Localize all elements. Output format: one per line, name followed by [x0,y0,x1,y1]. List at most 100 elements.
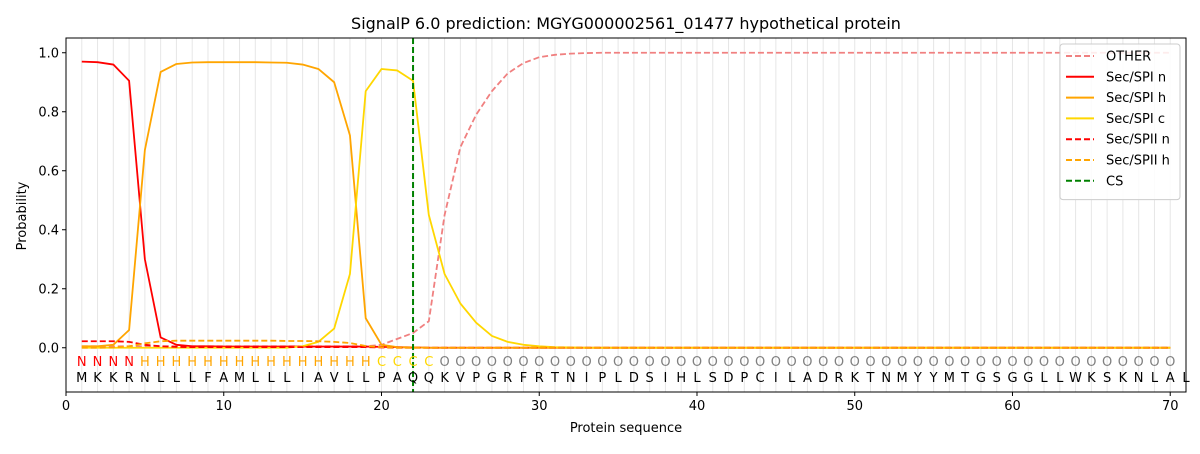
region-label: O [629,355,639,370]
region-label: O [566,355,576,370]
y-tick-label: 0.8 [38,105,59,120]
amino-acid: D [818,371,828,386]
region-label: O [818,355,828,370]
region-label: O [850,355,860,370]
amino-acid: W [1069,371,1082,386]
amino-acid: R [535,371,544,386]
region-label: H [203,355,213,370]
amino-acid: K [1119,371,1128,386]
legend: OTHER Sec/SPI n Sec/SPI h Sec/SPI c Sec/SPII… [1059,43,1181,201]
amino-acid: C [756,371,765,386]
x-tick-label: 70 [1162,399,1179,414]
region-label: H [219,355,229,370]
amino-acid: H [676,371,686,386]
amino-acid: A [314,371,323,386]
amino-acid: N [881,371,891,386]
region-label: O [976,355,986,370]
y-tick-label: 0.0 [38,341,59,356]
region-label: O [1086,355,1096,370]
region-label: H [140,355,150,370]
x-tick-label: 10 [215,399,232,414]
region-label: O [739,355,749,370]
region-label: O [802,355,812,370]
amino-acid: L [693,371,701,386]
amino-acid: M [76,371,87,386]
amino-acid: N [1134,371,1144,386]
amino-acid: L [267,371,275,386]
legend-label: Sec/SPI h [1106,91,1166,106]
region-label: H [187,355,197,370]
x-tick-label: 40 [689,399,706,414]
y-tick-label: 1.0 [38,46,59,61]
amino-acid: N [566,371,576,386]
amino-acid: A [393,371,402,386]
region-label: O [771,355,781,370]
legend-label: Sec/SPII n [1106,133,1170,148]
region-label: O [944,355,954,370]
region-label: O [834,355,844,370]
region-label: O [597,355,607,370]
region-label: O [660,355,670,370]
axes-frame [65,37,1187,393]
region-label: H [172,355,182,370]
region-label: O [1039,355,1049,370]
region-label: C [393,355,402,370]
y-tick-label: 0.4 [38,223,59,238]
region-label: O [1134,355,1144,370]
amino-acid: Q [424,371,434,386]
x-tick-label: 50 [846,399,863,414]
amino-acid: S [1103,371,1111,386]
amino-acid: N [140,371,150,386]
amino-acid: Y [929,371,938,386]
region-label: O [550,355,560,370]
amino-acid: I [774,371,778,386]
region-label: H [156,355,166,370]
region-label: O [613,355,623,370]
amino-acid: T [866,371,875,386]
region-label: O [913,355,923,370]
region-label: O [897,355,907,370]
amino-acid: P [740,371,748,386]
amino-acid: S [709,371,717,386]
legend-label: Sec/SPI c [1106,112,1165,127]
amino-acid: P [598,371,606,386]
amino-acid: S [993,371,1001,386]
region-label: O [581,355,591,370]
region-label: O [439,355,449,370]
region-label: H [314,355,324,370]
amino-acid: K [850,371,859,386]
region-label: N [124,355,134,370]
amino-acid: A [1166,371,1175,386]
region-label: N [93,355,103,370]
amino-acid: P [378,371,386,386]
region-label: C [424,355,433,370]
amino-acid: I [301,371,305,386]
region-label: O [723,355,733,370]
x-tick-label: 20 [373,399,390,414]
amino-acid: Y [913,371,922,386]
amino-acid: L [1151,371,1159,386]
series-line-sec-spii-h [81,339,1171,349]
region-label: O [881,355,891,370]
region-label: O [692,355,702,370]
region-label: O [928,355,938,370]
region-label: C [377,355,386,370]
x-tick-label: 0 [62,399,70,414]
amino-acid: G [1007,371,1017,386]
amino-acid: D [629,371,639,386]
region-label: O [787,355,797,370]
amino-acid: A [219,371,228,386]
amino-acid: K [109,371,118,386]
amino-acid: L [362,371,370,386]
region-label: O [534,355,544,370]
amino-acid: R [125,371,134,386]
region-label: H [250,355,260,370]
region-label: O [1102,355,1112,370]
amino-acid: D [724,371,734,386]
amino-acid: G [487,371,497,386]
region-label: O [455,355,465,370]
amino-acid: A [803,371,812,386]
amino-acid: L [157,371,165,386]
